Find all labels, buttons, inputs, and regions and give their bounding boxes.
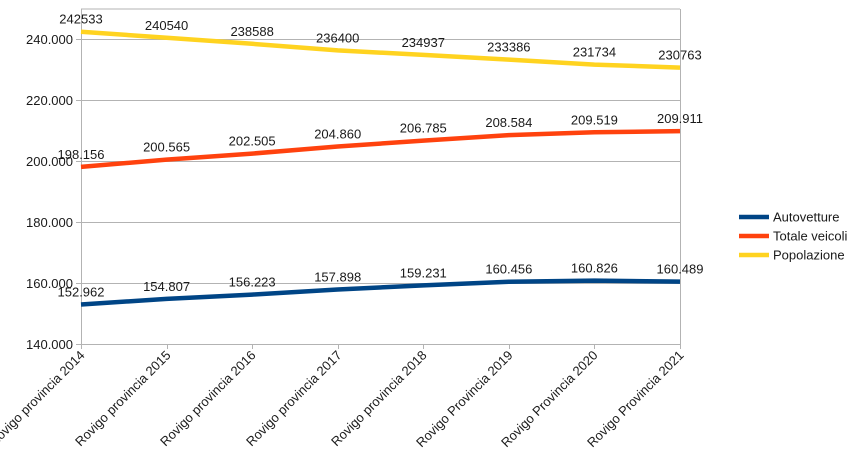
x-tick-label: Rovigo Provincia 2020 bbox=[498, 348, 601, 451]
data-label: 200.565 bbox=[143, 140, 190, 155]
x-tick-label: Rovigo Provincia 2019 bbox=[413, 348, 516, 451]
y-tick-label: 240.000 bbox=[26, 32, 73, 47]
legend-label: Autovetture bbox=[773, 210, 840, 225]
data-label: 206.785 bbox=[400, 121, 447, 136]
data-label: 160.489 bbox=[657, 262, 704, 277]
data-label: 242533 bbox=[59, 12, 102, 27]
data-label: 236400 bbox=[316, 30, 359, 45]
y-tick-label: 160.000 bbox=[26, 276, 73, 291]
series-line-popolazione bbox=[80, 29, 681, 70]
data-label: 202.505 bbox=[229, 134, 276, 149]
series-line-autovetture bbox=[80, 278, 681, 307]
data-label: 156.223 bbox=[229, 275, 276, 290]
data-label: 238588 bbox=[230, 24, 273, 39]
x-tick-label: Rovigo provincia 2016 bbox=[157, 348, 259, 450]
data-label: 198.156 bbox=[58, 147, 105, 162]
legend-label: Totale veicoli bbox=[773, 229, 848, 244]
data-label: 209.911 bbox=[657, 111, 703, 126]
data-label: 233386 bbox=[487, 40, 530, 55]
data-label: 160.826 bbox=[571, 261, 618, 276]
data-label: 204.860 bbox=[314, 126, 361, 141]
y-tick-label: 220.000 bbox=[26, 93, 73, 108]
data-labels: 152.962 154.807 156.223 157.898 159.231 160.4… bbox=[58, 12, 704, 300]
x-tick-label: Rovigo provincia 2018 bbox=[328, 348, 430, 450]
x-tick-label: Rovigo Provincia 2021 bbox=[584, 348, 687, 451]
data-label: 154.807 bbox=[143, 279, 190, 294]
y-tick-label: 200.000 bbox=[26, 154, 73, 169]
legend: Autovetture Totale veicoli Popolazione bbox=[739, 210, 848, 263]
x-tick-label: Rovigo provincia 2015 bbox=[72, 348, 174, 450]
data-label: 230763 bbox=[658, 48, 701, 63]
y-axis-tick-labels: 140.000 160.000 180.000 200.000 220.000 240.0… bbox=[26, 32, 73, 352]
y-tick-label: 140.000 bbox=[26, 337, 73, 352]
data-label: 240540 bbox=[145, 18, 188, 33]
x-tick-label: Rovigo provincia 2017 bbox=[243, 348, 345, 450]
axes bbox=[81, 9, 681, 349]
data-label: 209.519 bbox=[571, 112, 618, 127]
data-label: 160.456 bbox=[485, 262, 532, 277]
data-label: 159.231 bbox=[400, 265, 447, 280]
series-lines bbox=[80, 29, 681, 307]
y-tick-label: 180.000 bbox=[26, 215, 73, 230]
data-label: 157.898 bbox=[314, 269, 361, 284]
data-label: 208.584 bbox=[485, 115, 532, 130]
data-label: 234937 bbox=[402, 35, 445, 50]
data-label: 152.962 bbox=[58, 285, 105, 300]
legend-label: Popolazione bbox=[773, 248, 845, 263]
series-line-totale-veicoli bbox=[80, 128, 681, 170]
x-tick-label: Rovigo provincia 2014 bbox=[0, 348, 88, 450]
data-label: 231734 bbox=[573, 45, 616, 60]
